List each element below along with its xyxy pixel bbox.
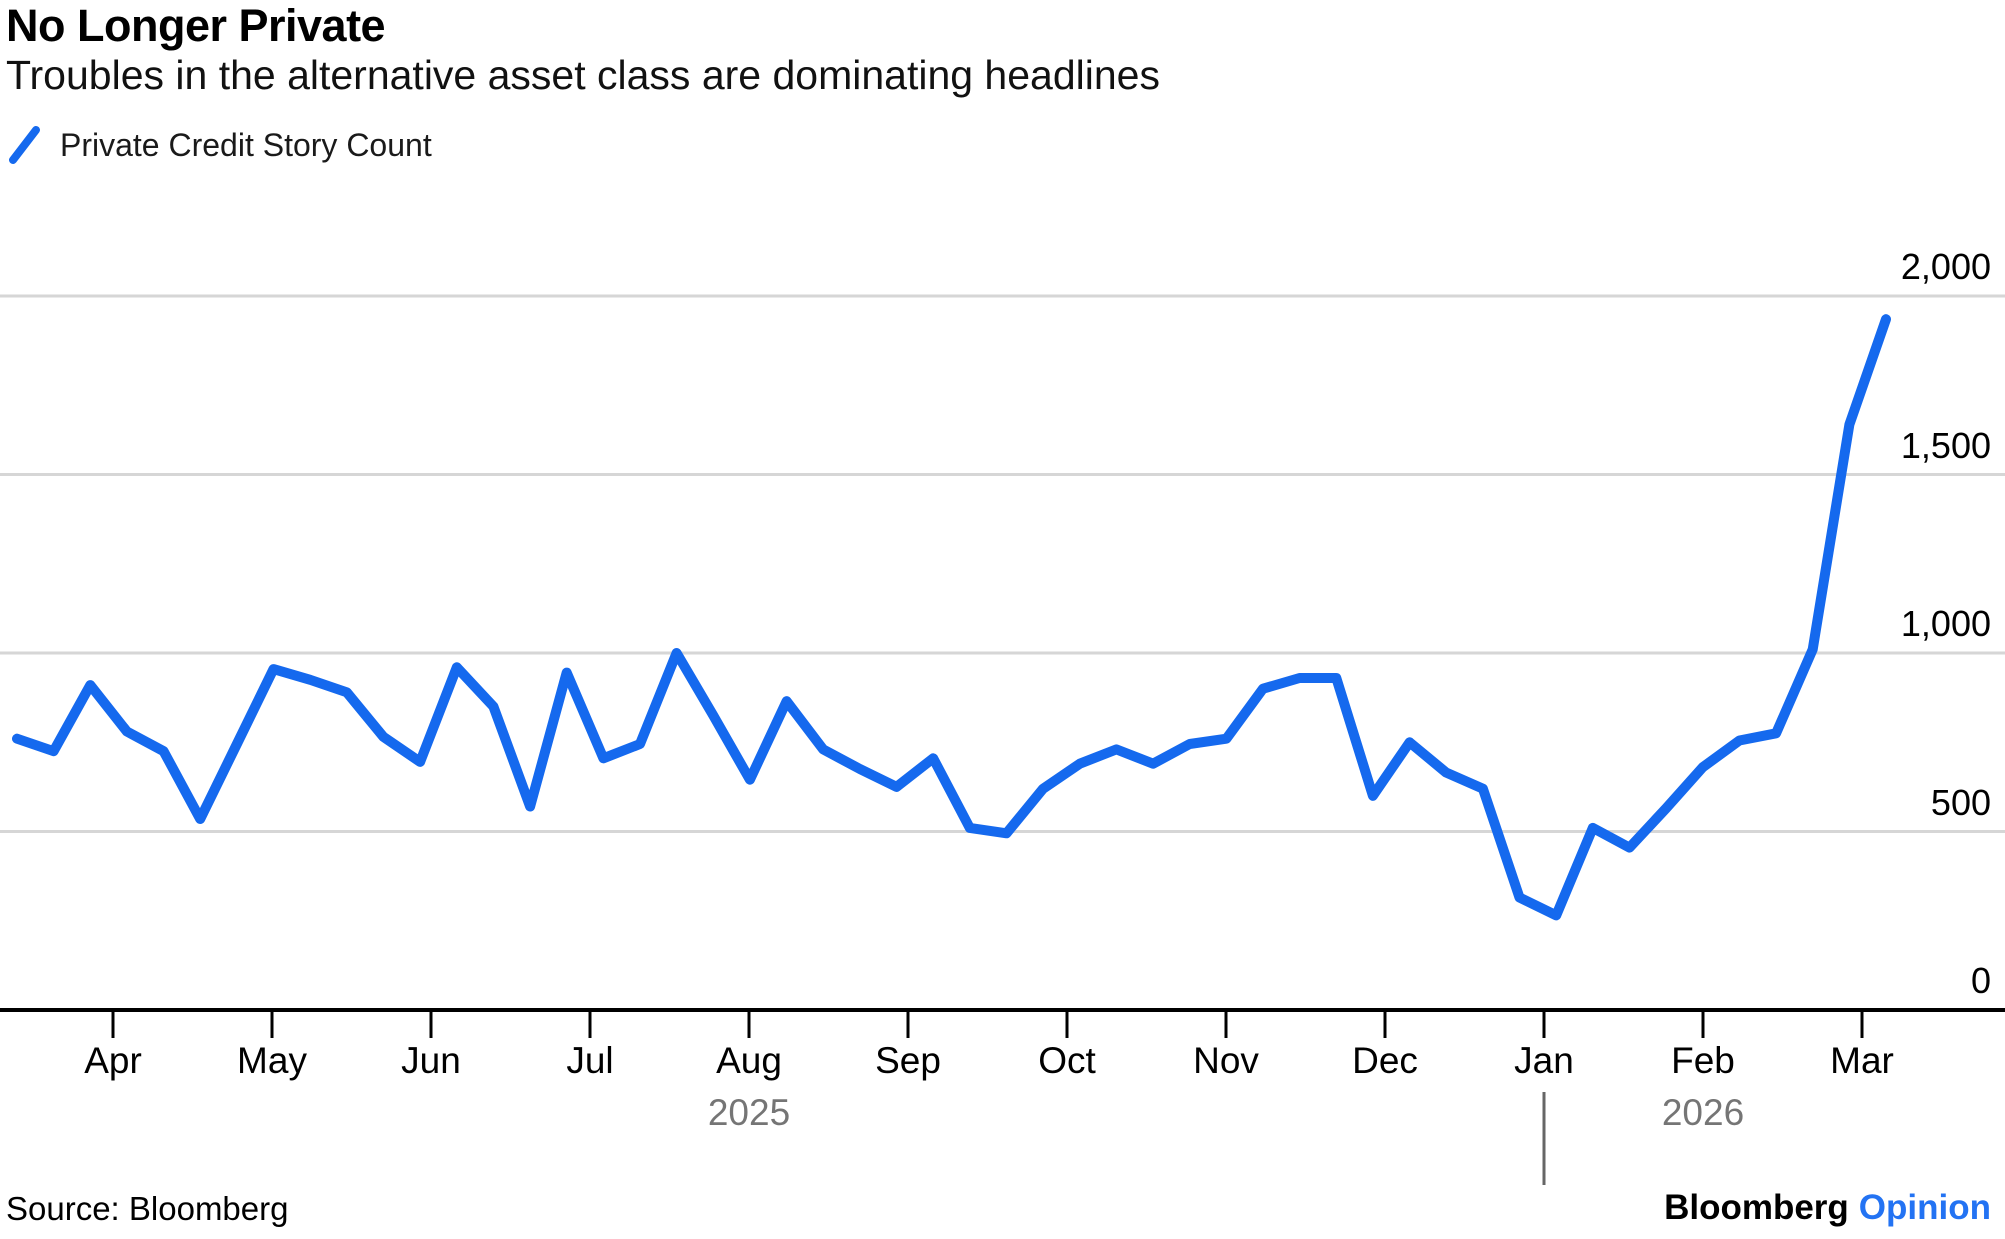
page-subtitle: Troubles in the alternative asset class …	[6, 52, 1160, 98]
month-label: Jul	[566, 1040, 614, 1081]
y-axis-label: 2,000	[1900, 246, 1991, 287]
y-axis-label: 1,500	[1900, 424, 1991, 466]
month-label: Jun	[401, 1040, 461, 1081]
series-line	[12, 314, 1891, 921]
year-label: 2026	[1661, 1092, 1745, 1133]
page-title: No Longer Private	[6, 0, 386, 51]
brand-logo-opinion: Opinion	[1858, 1188, 1991, 1227]
gridlines	[0, 294, 2005, 833]
brand-logo: Bloomberg Opinion	[1664, 1188, 1991, 1228]
y-axis-label: 1,000	[1900, 603, 1991, 644]
month-label: Apr	[84, 1040, 142, 1081]
month-label: Sep	[875, 1040, 941, 1081]
legend-series-label: Private Credit Story Count	[60, 126, 432, 163]
month-label: Jan	[1514, 1040, 1574, 1081]
legend: Private Credit Story Count	[8, 124, 432, 166]
month-label: May	[237, 1040, 307, 1081]
y-axis-label: 0	[1970, 960, 1991, 1001]
month-label: Dec	[1352, 1040, 1418, 1081]
month-label: Feb	[1671, 1040, 1735, 1081]
month-label: Nov	[1193, 1040, 1259, 1081]
brand-logo-bloomberg: Bloomberg	[1664, 1188, 1849, 1227]
source-note: Source: Bloomberg	[6, 1190, 289, 1227]
month-label: Oct	[1038, 1040, 1096, 1081]
month-label: Mar	[1830, 1040, 1894, 1081]
diagonal-line-icon	[9, 126, 40, 164]
year-label: 2025	[707, 1092, 791, 1133]
y-axis-label: 500	[1930, 781, 1991, 823]
x-axis-ticks	[111, 1010, 1864, 1185]
month-label: Aug	[716, 1040, 782, 1081]
